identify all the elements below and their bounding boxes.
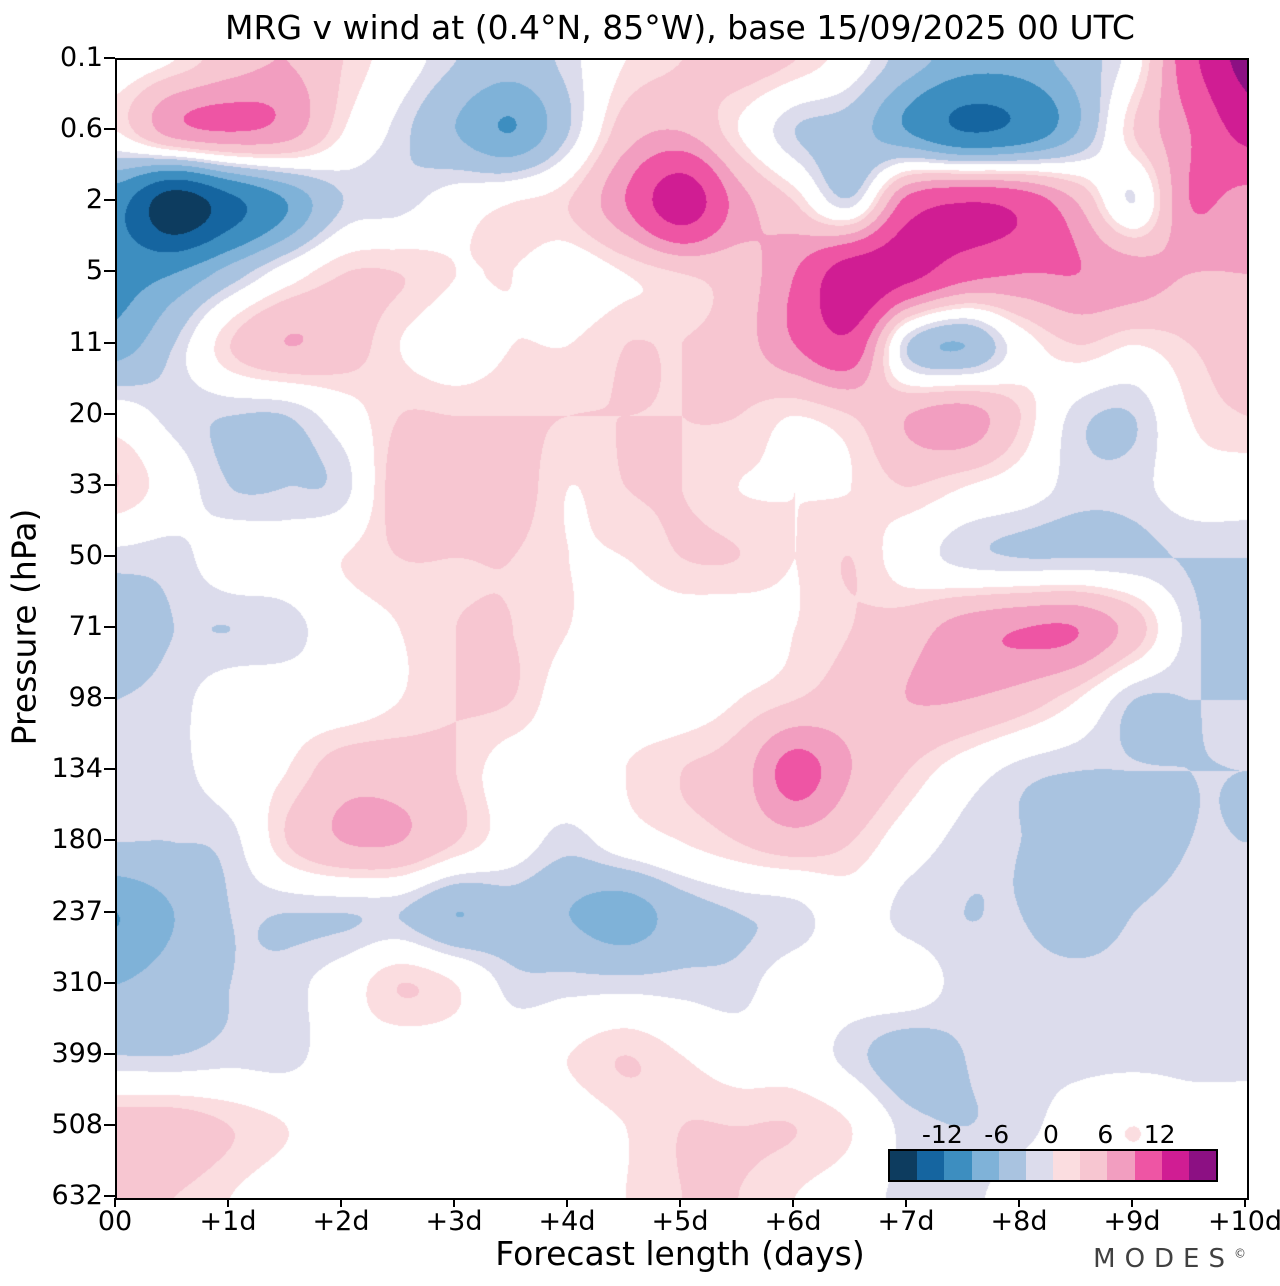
y-tick-label: 310 <box>51 966 103 998</box>
x-tick-label: +10d <box>1207 1206 1280 1237</box>
y-tick-label: 2 <box>85 184 103 216</box>
y-tick-mark <box>104 554 115 557</box>
y-tick-label: 33 <box>68 468 103 500</box>
y-tick-label: 98 <box>68 682 103 714</box>
colorbar-tick-label: -12 <box>921 1120 963 1149</box>
y-tick-mark <box>104 768 115 771</box>
colorbar-cell <box>944 1151 972 1180</box>
colorbar-cell <box>1161 1151 1189 1180</box>
modes-brand-text: MODES <box>1093 1244 1234 1274</box>
x-tick-mark <box>227 1198 229 1207</box>
y-tick-mark <box>104 697 115 700</box>
colorbar-cell <box>1107 1151 1135 1180</box>
colorbar-cell <box>1134 1151 1162 1180</box>
colorbar-tick-label: -6 <box>984 1120 1010 1149</box>
colorbar-cells <box>888 1149 1218 1182</box>
x-tick-mark <box>114 1198 116 1207</box>
y-tick-label: 632 <box>51 1180 103 1211</box>
y-tick-mark <box>104 270 115 273</box>
y-tick-label: 20 <box>68 397 103 429</box>
x-tick-label: +8d <box>990 1206 1048 1237</box>
colorbar-tick-labels: -12 -6 0 6 12 <box>888 1120 1214 1149</box>
colorbar-tick-label: 6 <box>1097 1120 1114 1149</box>
colorbar-cell <box>1080 1151 1108 1180</box>
colorbar-cell <box>1188 1151 1217 1180</box>
x-tick-label: 00 <box>97 1206 133 1237</box>
x-tick-label: +9d <box>1103 1206 1161 1237</box>
colorbar-cell <box>998 1151 1026 1180</box>
colorbar-cell <box>1053 1151 1081 1180</box>
x-tick-mark <box>905 1198 907 1207</box>
y-tick-mark <box>104 910 115 913</box>
y-tick-mark <box>104 981 115 984</box>
colorbar-tick-label: 12 <box>1143 1120 1176 1149</box>
x-tick-mark <box>340 1198 342 1207</box>
x-tick-label: +7d <box>877 1206 935 1237</box>
y-tick-mark <box>104 1052 115 1055</box>
x-tick-mark <box>1131 1198 1133 1207</box>
colorbar-tick-label: 0 <box>1043 1120 1059 1149</box>
y-tick-mark <box>104 1123 115 1126</box>
colorbar: -12 -6 0 6 12 <box>888 1120 1218 1182</box>
y-tick-mark <box>104 128 115 131</box>
y-tick-label: 11 <box>68 326 103 358</box>
colorbar-cell <box>890 1151 918 1180</box>
x-tick-label: +1d <box>199 1206 257 1237</box>
y-tick-label: 0.6 <box>60 113 103 145</box>
y-tick-mark <box>104 626 115 628</box>
y-tick-label: 237 <box>51 895 103 927</box>
x-tick-mark <box>566 1198 568 1207</box>
y-tick-label: 71 <box>68 611 103 642</box>
y-tick-mark <box>104 341 115 344</box>
y-tick-mark <box>104 1195 115 1197</box>
chart-title: MRG v wind at (0.4°N, 85°W), base 15/09/… <box>225 8 1135 47</box>
contour-field-canvas <box>117 60 1247 1198</box>
x-tick-mark <box>792 1198 794 1207</box>
y-tick-label: 180 <box>51 824 103 856</box>
y-tick-label: 5 <box>85 255 103 287</box>
y-axis-label: Pressure (hPa) <box>4 508 44 746</box>
y-tick-label: 134 <box>51 753 103 785</box>
x-tick-label: +3d <box>425 1206 483 1237</box>
modes-watermark: MODES© <box>1093 1244 1246 1274</box>
x-tick-mark <box>679 1198 681 1207</box>
colorbar-cell <box>917 1151 945 1180</box>
y-tick-mark <box>104 839 115 842</box>
x-tick-label: +5d <box>651 1206 709 1237</box>
x-tick-mark <box>453 1198 455 1207</box>
x-tick-label: +6d <box>764 1206 822 1237</box>
colorbar-cell <box>1025 1151 1054 1180</box>
y-tick-label: 50 <box>68 539 103 571</box>
y-tick-mark <box>104 199 115 202</box>
x-tick-mark <box>1018 1198 1020 1207</box>
x-tick-label: +4d <box>538 1206 596 1237</box>
y-tick-mark <box>104 57 115 59</box>
plot-area <box>115 58 1249 1200</box>
copyright-icon: © <box>1234 1246 1246 1261</box>
y-tick-label: 399 <box>51 1037 103 1069</box>
y-tick-mark <box>104 483 115 486</box>
y-tick-mark <box>104 412 115 415</box>
y-tick-label: 0.1 <box>60 42 103 73</box>
x-tick-mark <box>1244 1198 1246 1207</box>
y-tick-label: 508 <box>51 1108 103 1140</box>
colorbar-cell <box>971 1151 999 1180</box>
x-axis-label: Forecast length (days) <box>495 1234 865 1273</box>
x-tick-label: +2d <box>312 1206 370 1237</box>
